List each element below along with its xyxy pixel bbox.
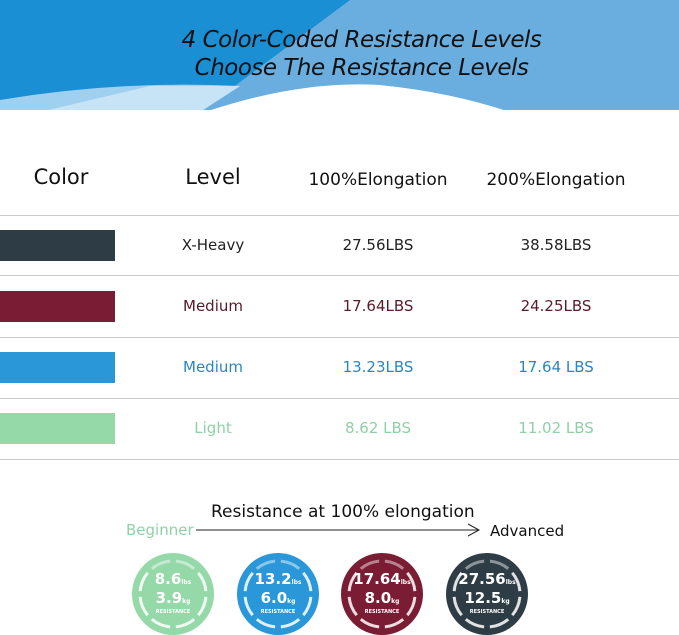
header-banner: 4 Color-Coded Resistance Levels Choose T…: [0, 0, 679, 112]
scale-caption: Resistance at 100% elongation: [211, 502, 475, 522]
cell-level: Medium: [183, 297, 243, 315]
arrow-right-icon: [196, 523, 481, 537]
circle-kg: 12.5kg: [464, 589, 510, 607]
circle-label: RESISTANCE: [364, 609, 400, 615]
header-color: Color: [33, 165, 89, 189]
resistance-circle: 27.56lbs 12.5kg RESISTANCE: [446, 553, 528, 635]
header-100-elongation: 100%Elongation: [308, 170, 448, 190]
advanced-label: Advanced: [490, 522, 565, 540]
cell-level: Medium: [183, 358, 243, 376]
resistance-circle: 8.6lbs 3.9kg RESISTANCE: [132, 553, 214, 635]
cell-level: X-Heavy: [181, 236, 245, 254]
row-divider: [0, 215, 679, 216]
circle-lbs: 27.56lbs: [458, 570, 516, 588]
circle-lbs: 17.64lbs: [353, 570, 411, 588]
cell-e200: 24.25LBS: [520, 297, 592, 315]
circle-label: RESISTANCE: [469, 609, 505, 615]
circle-lbs: 8.6lbs: [154, 570, 192, 588]
color-swatch: [0, 352, 115, 383]
color-swatch: [0, 230, 115, 261]
ring-icon: [347, 559, 417, 629]
ring-icon: [243, 559, 313, 629]
row-divider: [0, 398, 679, 399]
cell-level: Light: [194, 419, 232, 437]
circle-label: RESISTANCE: [260, 609, 296, 615]
cell-e100: 13.23LBS: [342, 358, 414, 376]
row-divider: [0, 275, 679, 276]
cell-e200: 38.58LBS: [520, 236, 592, 254]
header-level: Level: [185, 165, 241, 189]
circle-label: RESISTANCE: [155, 609, 191, 615]
color-swatch: [0, 413, 115, 444]
beginner-label: Beginner: [126, 521, 194, 539]
cell-e100: 17.64LBS: [342, 297, 414, 315]
circle-lbs: 13.2lbs: [254, 570, 302, 588]
banner-background: [0, 0, 679, 112]
header-200-elongation: 200%Elongation: [486, 170, 626, 190]
circle-kg: 8.0kg: [364, 589, 400, 607]
banner-subtitle: Choose The Resistance Levels: [194, 55, 529, 81]
cell-e200: 17.64 LBS: [518, 358, 594, 376]
circle-kg: 3.9kg: [155, 589, 191, 607]
row-divider: [0, 459, 679, 460]
circle-kg: 6.0kg: [260, 589, 296, 607]
row-divider: [0, 337, 679, 338]
ring-icon: [452, 559, 522, 629]
resistance-circle: 17.64lbs 8.0kg RESISTANCE: [341, 553, 423, 635]
resistance-circle: 13.2lbs 6.0kg RESISTANCE: [237, 553, 319, 635]
ring-icon: [138, 559, 208, 629]
color-swatch: [0, 291, 115, 322]
cell-e200: 11.02 LBS: [518, 419, 594, 437]
cell-e100: 8.62 LBS: [344, 419, 412, 437]
cell-e100: 27.56LBS: [342, 236, 414, 254]
banner-title: 4 Color-Coded Resistance Levels: [181, 27, 542, 53]
